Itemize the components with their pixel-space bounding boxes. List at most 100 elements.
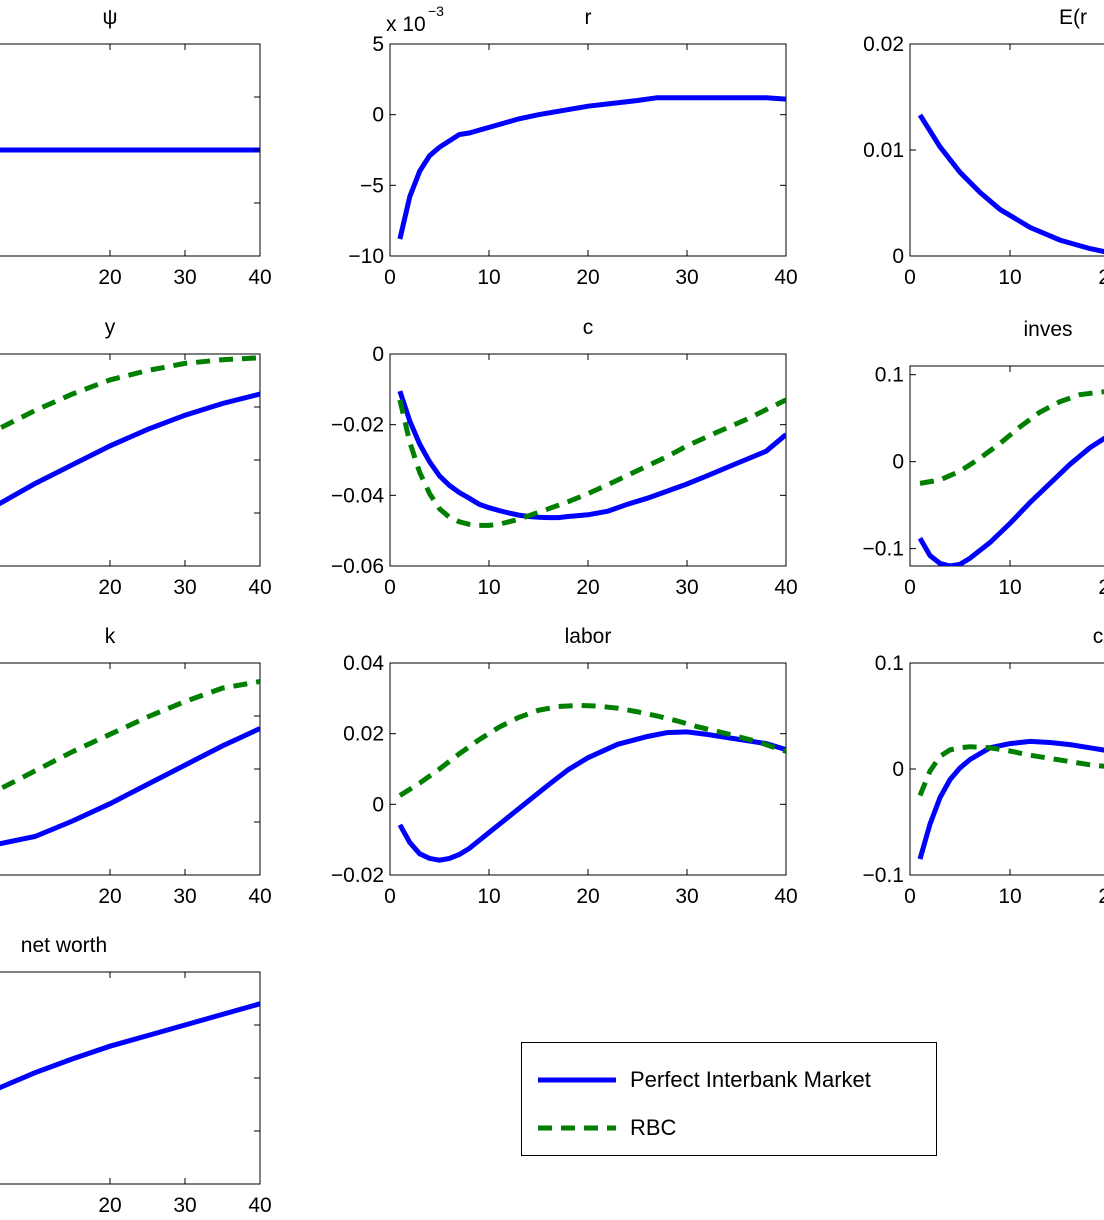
y-tick-label: 0	[372, 104, 384, 127]
panel-title: c	[1093, 625, 1104, 648]
x-tick-label: 0	[384, 885, 396, 908]
y-tick-label: −5	[360, 174, 384, 197]
series-line-perfect-interbank	[0, 391, 260, 507]
x-tick-label: 10	[477, 576, 500, 599]
x-tick-label: 40	[248, 576, 271, 599]
panel-7: 20 30 40 k	[0, 625, 272, 908]
x-tick-label: 30	[675, 576, 698, 599]
legend-entry-perfect-interbank: Perfect Interbank Market	[536, 1065, 871, 1095]
x-tick-label: 30	[173, 576, 196, 599]
panel-4: 20 30 40 y	[0, 316, 272, 599]
y-tick-label: −0.1	[863, 538, 904, 561]
x-tick-label: 40	[248, 1194, 271, 1217]
x-tick-label: 0	[384, 576, 396, 599]
x-tick-label: 20	[98, 885, 121, 908]
panel-title: c	[583, 316, 594, 339]
axes-frame	[0, 971, 261, 1185]
panel-title: E(r	[1059, 6, 1087, 29]
y-tick-label: 0.02	[343, 723, 384, 746]
x-tick-label: 30	[173, 885, 196, 908]
y-tick-label: 0.1	[875, 652, 904, 675]
x-tick-label: 10	[998, 885, 1021, 908]
series-line-rbc	[398, 702, 786, 798]
y-tick-label: 0	[892, 451, 904, 474]
x-tick-label: 10	[998, 576, 1021, 599]
axes-frame	[389, 353, 787, 567]
panel-1: 20 30 40 ψ	[0, 6, 272, 289]
legend-swatch-solid	[538, 1077, 616, 1083]
axes-frame	[0, 353, 261, 567]
x-tick-label: 10	[477, 885, 500, 908]
x-tick-label: 40	[774, 266, 797, 289]
panel-title: net worth	[21, 934, 107, 957]
x-tick-label: 30	[173, 1194, 196, 1217]
panel-5: 0 10 20 30 40 0 −0.02 −0.04 −0.06 c	[331, 316, 798, 599]
series-line-perfect-interbank	[917, 113, 1104, 255]
y-tick-label: −10	[348, 245, 384, 268]
legend: Perfect Interbank Market RBC	[521, 1042, 937, 1156]
panel-10: 20 30 40 net worth	[0, 934, 272, 1217]
y-tick-label: 0.01	[863, 139, 904, 162]
x-tick-label: 30	[675, 266, 698, 289]
panel-title: labor	[565, 625, 612, 648]
series-line-rbc	[917, 744, 1104, 797]
x-tick-label: 20	[98, 576, 121, 599]
axes-frame	[909, 662, 1104, 876]
series-line-rbc	[397, 397, 786, 528]
y-tick-label: 0	[892, 245, 904, 268]
y-tick-label: 0	[892, 758, 904, 781]
y-tick-label: −0.02	[331, 864, 384, 887]
y-tick-label: 0	[372, 343, 384, 366]
x-tick-label: 20	[576, 266, 599, 289]
y-tick-label: 5	[372, 33, 384, 56]
series-line-rbc	[0, 355, 260, 431]
panel-title: y	[105, 316, 116, 339]
x-tick-label: 30	[675, 885, 698, 908]
panel-3: 0 10 20 0.02 0.01 0 E(r	[863, 6, 1104, 289]
y-tick-label: −0.04	[331, 484, 384, 507]
panel-title: k	[105, 625, 116, 648]
x-tick-label: 20	[1098, 266, 1104, 289]
panel-9: 010200.10−0.1c	[863, 625, 1104, 908]
panel-title: ψ	[103, 6, 118, 29]
series-line-perfect-interbank	[397, 729, 786, 863]
x-tick-label: 40	[248, 266, 271, 289]
x-tick-label: 20	[1098, 576, 1104, 599]
y-tick-label: 0	[372, 793, 384, 816]
x-tick-label: 30	[173, 266, 196, 289]
x-tick-label: 0	[904, 885, 916, 908]
series-line-rbc	[919, 389, 1104, 486]
axes-frame	[389, 43, 787, 257]
axes-frame	[909, 43, 1104, 257]
axis-exponent-power: −3	[428, 3, 444, 19]
x-tick-label: 10	[998, 266, 1021, 289]
x-tick-label: 20	[98, 1194, 121, 1217]
x-tick-label: 10	[477, 266, 500, 289]
x-tick-label: 20	[98, 266, 121, 289]
x-tick-label: 40	[774, 885, 797, 908]
x-tick-label: 20	[1098, 885, 1104, 908]
axes-frame	[909, 365, 1104, 567]
x-tick-label: 20	[576, 576, 599, 599]
series-line-rbc	[0, 679, 260, 792]
panel-title: inves	[1023, 318, 1072, 341]
legend-swatch-dashed	[538, 1125, 616, 1131]
y-tick-label: −0.02	[331, 414, 384, 437]
series-line-perfect-interbank	[917, 738, 1104, 860]
axis-exponent-label: x 10	[386, 13, 426, 36]
panel-title: r	[585, 6, 592, 29]
series-line-perfect-interbank	[917, 435, 1104, 566]
x-tick-label: 20	[576, 885, 599, 908]
y-tick-label: 0.1	[875, 364, 904, 387]
y-tick-label: −0.06	[331, 555, 384, 578]
series-line-perfect-interbank	[397, 390, 786, 521]
y-tick-label: 0.02	[863, 33, 904, 56]
x-tick-label: 40	[774, 576, 797, 599]
series-line-perfect-interbank	[397, 95, 786, 240]
x-tick-label: 40	[248, 885, 271, 908]
x-tick-label: 0	[384, 266, 396, 289]
